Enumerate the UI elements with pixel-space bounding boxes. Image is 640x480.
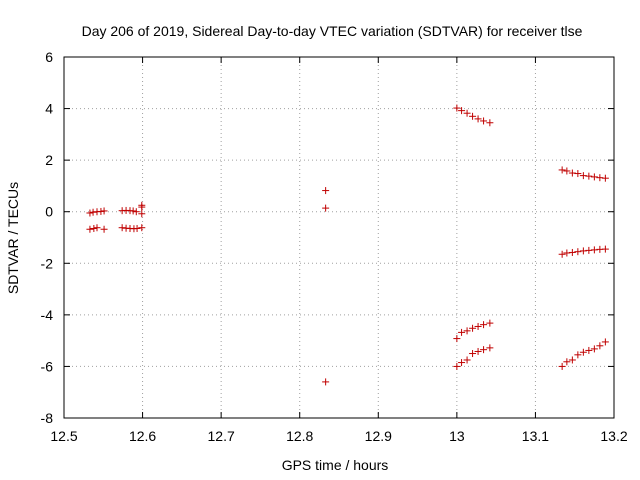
data-point bbox=[590, 173, 598, 181]
x-tick-label: 12.6 bbox=[129, 428, 156, 444]
x-tick-label: 12.9 bbox=[365, 428, 392, 444]
x-tick-label: 12.8 bbox=[286, 428, 313, 444]
data-point bbox=[322, 187, 330, 195]
x-tick-label: 13.2 bbox=[600, 428, 627, 444]
data-point bbox=[458, 328, 466, 336]
data-point bbox=[568, 356, 576, 364]
data-point bbox=[585, 346, 593, 354]
data-point bbox=[458, 359, 466, 367]
y-tick-label: 0 bbox=[45, 204, 53, 220]
data-point bbox=[322, 204, 330, 212]
data-point bbox=[601, 245, 609, 253]
chart-title: Day 206 of 2019, Sidereal Day-to-day VTE… bbox=[82, 23, 583, 39]
x-tick-label: 12.7 bbox=[208, 428, 235, 444]
data-point bbox=[474, 347, 482, 355]
data-point bbox=[486, 119, 494, 127]
data-point bbox=[458, 107, 466, 115]
data-point bbox=[574, 248, 582, 256]
data-point bbox=[601, 174, 609, 182]
plot-frame bbox=[63, 56, 615, 419]
data-point bbox=[86, 209, 94, 217]
data-point bbox=[596, 342, 604, 350]
data-point bbox=[97, 207, 105, 215]
data-point bbox=[585, 246, 593, 254]
data-point bbox=[132, 208, 140, 216]
y-tick-label: -4 bbox=[41, 307, 54, 323]
y-tick-label: -8 bbox=[41, 410, 54, 426]
data-point bbox=[118, 224, 126, 232]
data-point bbox=[563, 167, 571, 175]
x-tick-label: 13 bbox=[449, 428, 465, 444]
x-tick-label: 13.1 bbox=[522, 428, 549, 444]
data-point bbox=[138, 210, 146, 218]
data-point bbox=[133, 224, 141, 232]
data-point bbox=[568, 169, 576, 177]
y-tick-label: -2 bbox=[41, 255, 54, 271]
x-tick-label: 12.5 bbox=[50, 428, 77, 444]
x-axis-ticks: 12.5 12.6 12.7 12.8 12.9 13 13.1 13.2 bbox=[50, 57, 628, 444]
data-point bbox=[138, 224, 146, 232]
data-point bbox=[469, 350, 477, 358]
data-point bbox=[596, 174, 604, 182]
data-point bbox=[463, 327, 471, 335]
data-point bbox=[453, 362, 461, 370]
data-point bbox=[585, 172, 593, 180]
y-tick-label: 6 bbox=[45, 49, 53, 65]
data-point bbox=[579, 247, 587, 255]
data-point bbox=[474, 322, 482, 330]
data-point bbox=[453, 104, 461, 112]
data-point bbox=[100, 225, 108, 233]
data-point bbox=[579, 348, 587, 356]
data-point bbox=[574, 170, 582, 178]
data-point bbox=[89, 208, 97, 216]
data-points bbox=[86, 104, 609, 386]
data-point bbox=[480, 346, 488, 354]
data-point bbox=[601, 338, 609, 346]
data-point bbox=[558, 250, 566, 258]
data-point bbox=[480, 321, 488, 329]
data-point bbox=[480, 117, 488, 125]
data-point bbox=[86, 225, 94, 233]
y-axis-label: SDTVAR / TECUs bbox=[5, 182, 21, 294]
data-point bbox=[558, 166, 566, 174]
data-point bbox=[486, 319, 494, 327]
data-point bbox=[138, 201, 146, 209]
y-tick-label: -6 bbox=[41, 358, 54, 374]
data-point bbox=[469, 112, 477, 120]
data-point bbox=[463, 109, 471, 117]
data-point bbox=[590, 246, 598, 254]
y-tick-label: 4 bbox=[45, 101, 53, 117]
data-point bbox=[469, 324, 477, 332]
data-point bbox=[563, 249, 571, 257]
data-point bbox=[100, 207, 108, 215]
y-tick-label: 2 bbox=[45, 152, 53, 168]
x-axis-label: GPS time / hours bbox=[282, 457, 389, 473]
data-point bbox=[90, 224, 98, 232]
grid bbox=[64, 57, 614, 418]
data-point bbox=[563, 358, 571, 366]
data-point bbox=[93, 224, 101, 232]
data-point bbox=[486, 344, 494, 352]
y-axis-ticks: -8 -6 -4 -2 0 2 4 6 bbox=[41, 49, 614, 426]
data-point bbox=[558, 362, 566, 370]
data-point bbox=[129, 207, 137, 215]
data-point bbox=[453, 335, 461, 343]
data-point bbox=[568, 248, 576, 256]
data-point bbox=[322, 378, 330, 386]
data-point bbox=[574, 351, 582, 359]
data-point bbox=[579, 172, 587, 180]
data-point bbox=[474, 115, 482, 123]
data-point bbox=[590, 345, 598, 353]
data-point bbox=[463, 356, 471, 364]
